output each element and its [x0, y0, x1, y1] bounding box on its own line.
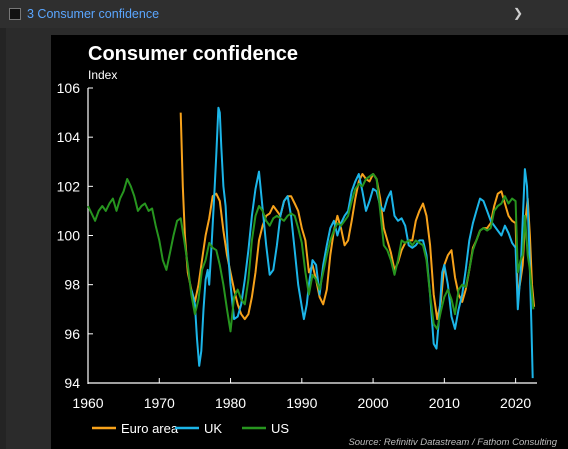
y-tick-label: 102 [57, 178, 81, 194]
series-line-euro-area [179, 112, 536, 321]
window-title[interactable]: 3 Consumer confidence [27, 7, 160, 21]
x-tick-label: 2000 [358, 395, 389, 411]
left-margin-bar [0, 28, 6, 449]
axes: 94 96 98 100 102 104 106 1960 1970 1980 1990 2000 20… [57, 80, 537, 411]
series-line-us [87, 173, 535, 333]
series-lines [87, 106, 536, 379]
window-icon [9, 8, 21, 20]
y-axis-label: Index [88, 68, 117, 82]
chevron-right-icon[interactable]: ❯ [513, 6, 524, 20]
series-line-uk [190, 106, 534, 379]
x-tick-label: 2010 [429, 395, 460, 411]
y-tick-label: 94 [64, 375, 80, 391]
y-tick-label: 98 [64, 277, 80, 293]
x-tick-label: 1970 [144, 395, 175, 411]
source-note: Source: Refinitiv Datastream / Fathom Co… [348, 437, 557, 448]
chart-panel [51, 35, 568, 449]
x-tick-label: 2020 [500, 395, 531, 411]
legend-label: US [271, 421, 289, 436]
x-tick-label: 1980 [215, 395, 246, 411]
y-tick-label: 100 [57, 228, 81, 244]
y-tick-label: 106 [57, 80, 81, 96]
legend-label: Euro area [121, 421, 179, 436]
x-tick-label: 1990 [286, 395, 317, 411]
legend-label: UK [204, 421, 222, 436]
legend: Euro area UK US [92, 421, 289, 436]
y-tick-label: 104 [57, 129, 81, 145]
x-tick-label: 1960 [72, 395, 103, 411]
y-tick-label: 96 [64, 326, 80, 342]
chart-title: Consumer confidence [88, 43, 298, 65]
window-title-bar: 3 Consumer confidence ❯ [0, 0, 568, 28]
